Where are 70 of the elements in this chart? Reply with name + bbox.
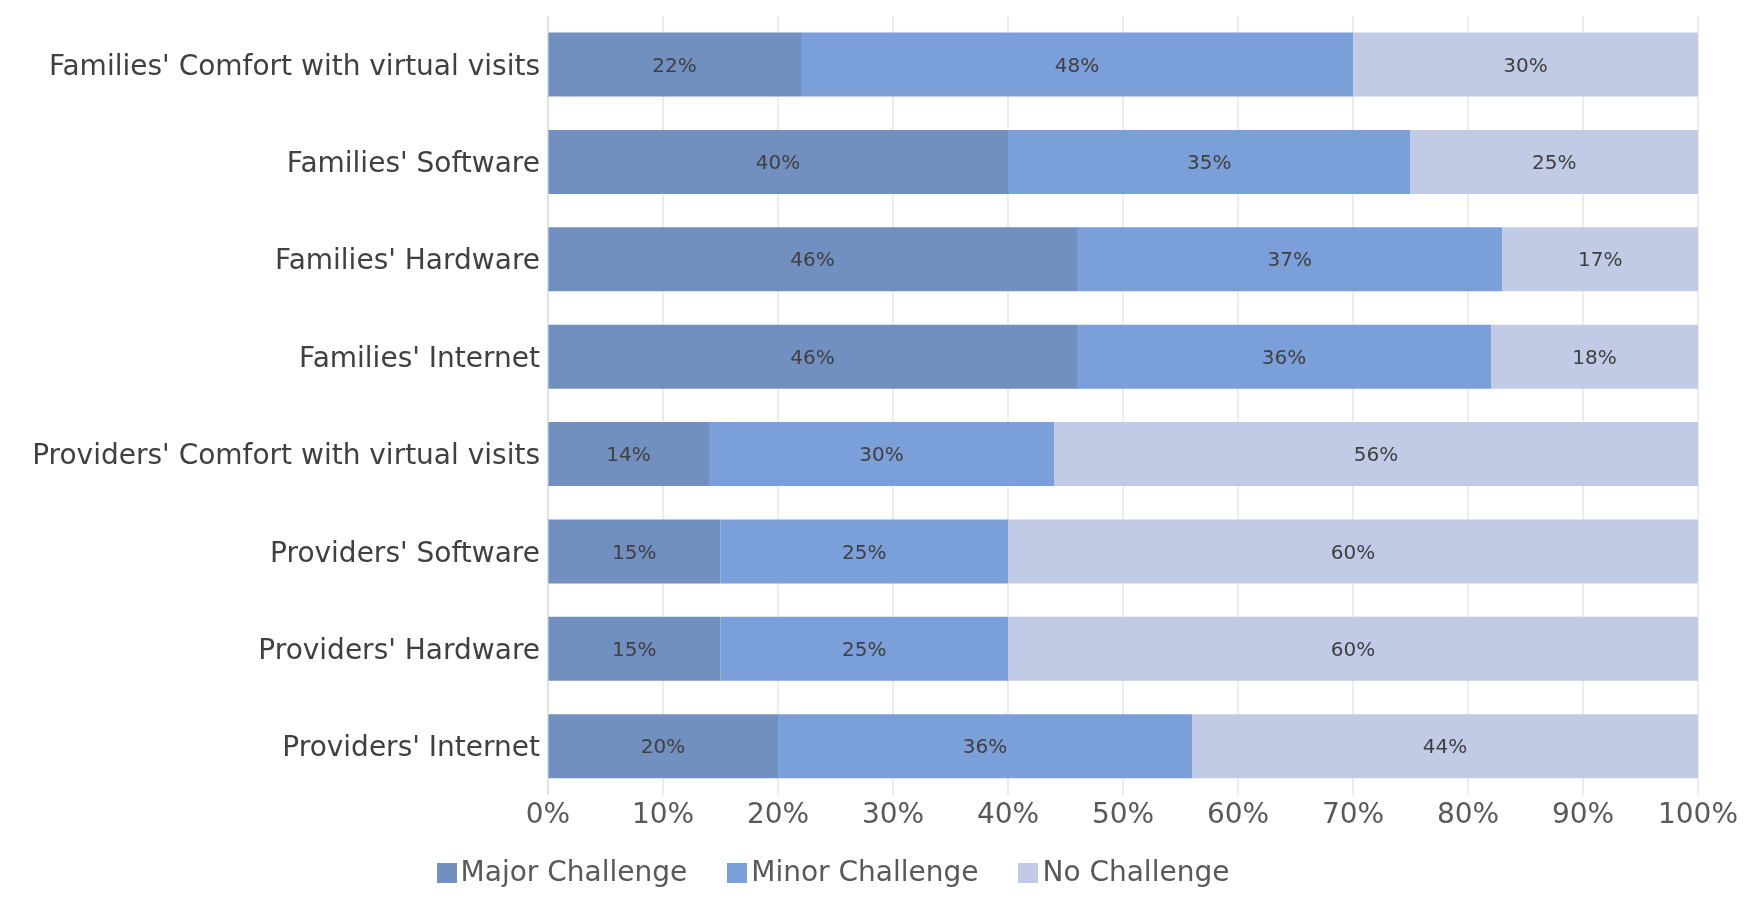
y-tick-label: Providers' Software	[270, 535, 540, 569]
data-label: 36%	[1261, 344, 1307, 369]
bar	[801, 32, 1353, 97]
y-tick-label: Providers' Comfort with virtual visits	[32, 438, 540, 472]
data-label: 20%	[640, 734, 686, 759]
bar	[1077, 324, 1491, 389]
x-tick-label: 10%	[631, 796, 695, 830]
bar	[1410, 129, 1698, 194]
x-tick-label: 40%	[976, 796, 1040, 830]
x-tick-label: 50%	[1091, 796, 1155, 830]
bar	[548, 32, 801, 97]
data-label: 17%	[1578, 247, 1623, 272]
data-label: 46%	[790, 247, 835, 272]
bar	[1491, 324, 1698, 389]
bar	[720, 616, 1008, 681]
bar	[1054, 422, 1698, 487]
x-tick-label: 60%	[1206, 796, 1270, 830]
y-tick-label: Families' Comfort with virtual visits	[48, 48, 540, 82]
data-label: 25%	[842, 539, 887, 564]
bar	[548, 227, 1077, 292]
data-label: 25%	[842, 636, 887, 661]
data-label: 40%	[755, 150, 801, 175]
data-label: 60%	[1330, 636, 1376, 661]
data-label: 18%	[1572, 344, 1617, 369]
bar	[709, 422, 1054, 487]
bar	[548, 714, 778, 779]
bar	[778, 714, 1192, 779]
data-label: 37%	[1267, 247, 1312, 272]
legend-label: No Challenge	[1042, 855, 1230, 888]
bar	[548, 616, 721, 681]
data-label: 48%	[1054, 52, 1100, 77]
bar	[1008, 616, 1698, 681]
x-tick-label: 20%	[746, 796, 810, 830]
bar	[548, 422, 709, 487]
y-tick-label: Families' Internet	[299, 340, 541, 374]
x-tick-label: 90%	[1551, 796, 1615, 830]
bar	[720, 519, 1008, 584]
y-tick-label: Providers' Internet	[282, 730, 541, 764]
data-label: 44%	[1422, 734, 1468, 759]
bar	[1192, 714, 1698, 779]
x-tick-label: 0%	[525, 796, 571, 830]
data-label: 15%	[612, 636, 657, 661]
data-label: 56%	[1353, 442, 1399, 467]
bar	[1077, 227, 1503, 292]
data-label: 60%	[1330, 539, 1376, 564]
bar	[1502, 227, 1698, 292]
bar	[1008, 129, 1411, 194]
x-tick-label: 70%	[1321, 796, 1385, 830]
data-label: 14%	[606, 442, 651, 467]
data-label: 36%	[962, 734, 1008, 759]
data-label: 15%	[612, 539, 657, 564]
x-tick-label: 80%	[1436, 796, 1500, 830]
x-tick-label: 100%	[1657, 796, 1739, 830]
y-tick-label: Families' Software	[286, 146, 540, 179]
data-label: 35%	[1187, 150, 1232, 175]
data-label: 22%	[652, 52, 697, 77]
bar	[548, 324, 1077, 389]
data-label: 30%	[1503, 52, 1548, 77]
y-tick-label: Families' Hardware	[275, 243, 540, 277]
bar	[548, 519, 721, 584]
bar	[1353, 32, 1698, 97]
y-tick-label: Providers' Hardware	[258, 632, 540, 666]
x-tick-label: 30%	[861, 796, 925, 830]
bar	[548, 129, 1008, 194]
legend-label: Minor Challenge	[751, 855, 979, 888]
data-label: 25%	[1532, 150, 1577, 175]
bar	[1008, 519, 1698, 584]
data-label: 46%	[790, 344, 835, 369]
data-label: 30%	[859, 442, 904, 467]
legend-label: Major Challenge	[460, 855, 688, 888]
